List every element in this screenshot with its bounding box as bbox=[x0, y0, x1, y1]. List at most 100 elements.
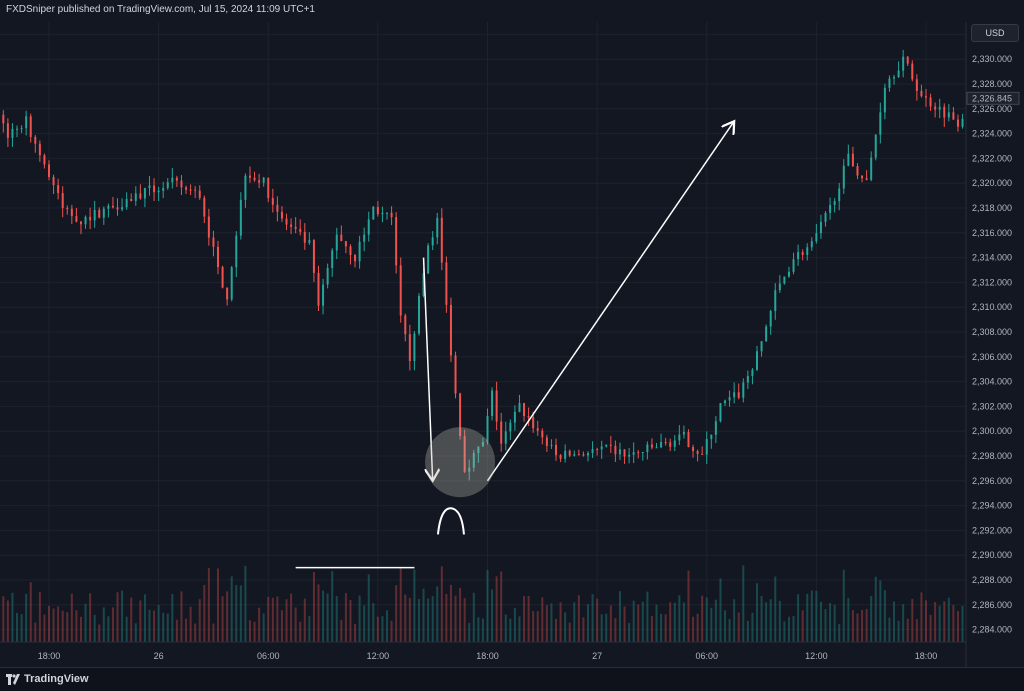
candle-body bbox=[564, 450, 567, 459]
candle-body bbox=[568, 450, 571, 456]
candle-body bbox=[742, 382, 745, 398]
candle-body bbox=[248, 175, 251, 178]
candle-body bbox=[102, 208, 105, 218]
volume-bar bbox=[157, 604, 160, 642]
candle-body bbox=[454, 355, 457, 394]
volume-bar bbox=[797, 594, 800, 642]
candle-body bbox=[623, 449, 626, 457]
volume-bar bbox=[422, 588, 425, 642]
volume-bar bbox=[449, 584, 452, 642]
volume-bar bbox=[70, 593, 73, 642]
volume-bar bbox=[235, 585, 238, 642]
candle-body bbox=[48, 164, 50, 177]
volume-bar bbox=[851, 610, 854, 642]
candle-body bbox=[929, 97, 932, 107]
candle-body bbox=[207, 216, 210, 238]
candle-body bbox=[646, 444, 649, 453]
candle-body bbox=[591, 449, 594, 454]
candle-body bbox=[660, 442, 663, 448]
volume-bar bbox=[463, 598, 466, 642]
candle-body bbox=[778, 283, 781, 291]
candle-body bbox=[171, 177, 174, 183]
candle-body bbox=[532, 417, 535, 429]
volume-bar bbox=[523, 596, 526, 642]
volume-bar bbox=[262, 613, 265, 642]
volume-bar bbox=[148, 609, 151, 642]
volume-bar bbox=[778, 600, 781, 642]
volume-bar bbox=[564, 612, 567, 642]
candle-body bbox=[655, 447, 658, 449]
volume-bar bbox=[84, 603, 87, 642]
publisher-line: FXDSniper published on TradingView.com, … bbox=[6, 4, 315, 15]
volume-bar bbox=[6, 600, 9, 642]
candle-body bbox=[25, 116, 28, 129]
volume-bar bbox=[459, 587, 462, 642]
candle-body bbox=[381, 212, 384, 215]
candle-body bbox=[833, 201, 836, 205]
candle-body bbox=[280, 211, 283, 219]
volume-bar bbox=[29, 582, 32, 642]
volume-bar bbox=[513, 608, 516, 642]
candles bbox=[2, 49, 964, 481]
volume-bar bbox=[427, 598, 430, 642]
volume-bar bbox=[536, 611, 539, 642]
candle-body bbox=[276, 204, 279, 212]
volume-bar bbox=[682, 602, 685, 642]
volume-bar bbox=[436, 586, 439, 642]
candle-body bbox=[70, 208, 73, 217]
volume-bar bbox=[769, 599, 772, 642]
y-tick-label: 2,304.000 bbox=[972, 377, 1012, 387]
candle-body bbox=[226, 287, 229, 300]
candle-body bbox=[883, 87, 886, 113]
y-tick-label: 2,302.000 bbox=[972, 401, 1012, 411]
candle-body bbox=[312, 240, 315, 273]
volume-bar bbox=[573, 602, 576, 642]
volume-bar bbox=[203, 584, 206, 642]
candle-body bbox=[952, 112, 955, 120]
candle-body bbox=[824, 212, 827, 222]
candle-body bbox=[340, 234, 343, 242]
candle-body bbox=[696, 451, 699, 454]
candle-body bbox=[253, 177, 256, 181]
price-axis[interactable]: 2,332.0002,330.0002,328.0002,326.0002,32… bbox=[965, 22, 1020, 667]
price-chart[interactable]: 2,332.0002,330.0002,328.0002,326.0002,32… bbox=[0, 22, 1024, 667]
candle-body bbox=[317, 272, 320, 306]
volume-bar bbox=[902, 604, 905, 642]
candle-body bbox=[52, 176, 55, 186]
candle-body bbox=[518, 403, 521, 412]
volume-bar bbox=[660, 613, 663, 642]
volume-bar bbox=[25, 593, 28, 642]
volume-bar bbox=[701, 595, 704, 642]
volume-bar bbox=[952, 604, 955, 642]
volume-bar bbox=[710, 607, 713, 642]
volume-bar bbox=[340, 619, 343, 642]
volume-bar bbox=[413, 569, 416, 642]
candle-body bbox=[322, 284, 325, 306]
volume-bar bbox=[632, 600, 635, 642]
candle-body bbox=[915, 79, 918, 91]
y-tick-label: 2,308.000 bbox=[972, 327, 1012, 337]
y-tick-label: 2,290.000 bbox=[972, 550, 1012, 560]
candle-body bbox=[536, 428, 539, 431]
candle-body bbox=[628, 454, 631, 457]
volume-bar bbox=[376, 616, 379, 642]
currency-badge[interactable]: USD bbox=[971, 24, 1019, 42]
chart-area[interactable]: 2,332.0002,330.0002,328.0002,326.0002,32… bbox=[0, 22, 1024, 667]
volume-bar bbox=[417, 598, 420, 642]
y-tick-label: 2,300.000 bbox=[972, 426, 1012, 436]
volume-bar bbox=[207, 567, 210, 642]
candle-body bbox=[427, 245, 430, 274]
footer-bar: TradingView bbox=[0, 667, 1024, 691]
volume-bar bbox=[244, 565, 247, 642]
candle-body bbox=[162, 187, 165, 191]
volume-bar bbox=[294, 607, 297, 642]
volume-bar bbox=[861, 609, 864, 642]
volume-bar bbox=[185, 618, 188, 642]
time-axis[interactable]: 18:00 26 06:00 12:00 18:00 27 06:00 12:00 18:00 bbox=[0, 641, 966, 661]
volume-bar bbox=[212, 623, 215, 642]
volume-bar bbox=[290, 593, 293, 642]
candle-body bbox=[344, 241, 347, 247]
footer-brand: TradingView bbox=[24, 673, 89, 685]
volume-bar bbox=[842, 569, 845, 642]
candle-body bbox=[815, 233, 818, 242]
